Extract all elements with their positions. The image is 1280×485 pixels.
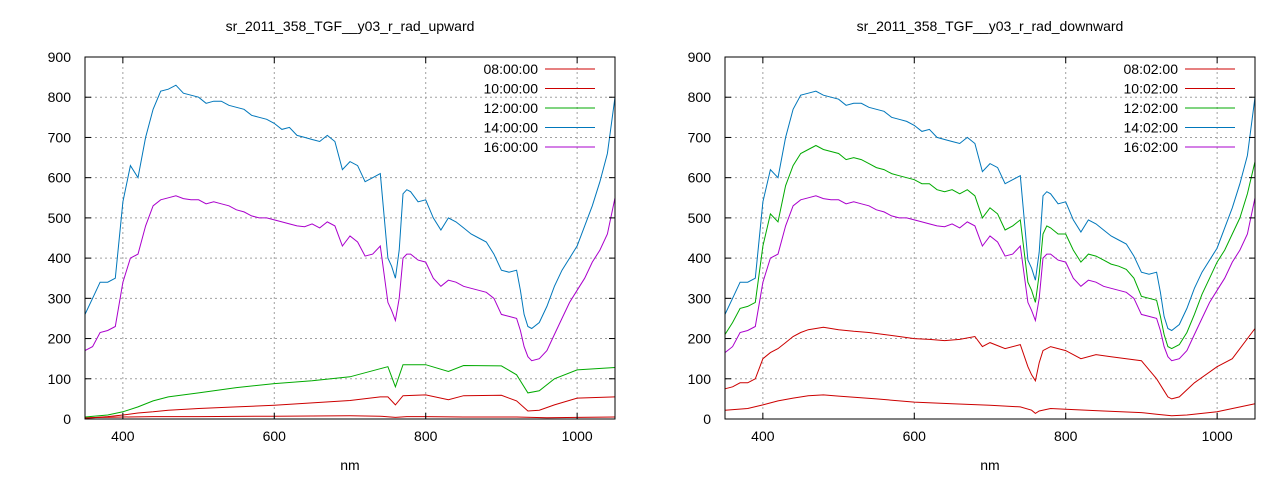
legend-label: 12:00:00 [484,100,539,116]
x-tick-label: 800 [1054,428,1078,444]
y-tick-label: 0 [63,411,71,427]
series-line-0 [84,415,616,419]
chart-title: sr_2011_358_TGF__y03_r_rad_upward [226,18,475,34]
chart-0: 400 600 800 1000 0 100 200 300 400 500 600 700 800 90… [48,18,616,473]
x-tick-label: 1000 [562,428,593,444]
series-line-3 [724,90,1256,332]
legend-label: 08:02:00 [1124,61,1179,77]
chart-title: sr_2011_358_TGF__y03_r_rad_downward [857,18,1124,34]
legend-label: 10:02:00 [1124,81,1179,97]
y-tick-label: 600 [688,170,712,186]
series-line-1 [724,326,1256,400]
y-tick-label: 900 [688,49,712,65]
x-tick-label: 600 [903,428,927,444]
series-line-0 [724,394,1256,417]
y-tick-label: 800 [688,89,712,105]
y-tick-label: 700 [688,129,712,145]
y-tick-label: 500 [48,210,72,226]
y-tick-label: 200 [688,331,712,347]
y-tick-label: 100 [48,371,72,387]
y-tick-label: 400 [48,250,72,266]
legend-label: 12:02:00 [1124,100,1179,116]
series-line-4 [84,195,616,362]
y-tick-label: 200 [48,331,72,347]
x-tick-label: 1000 [1202,428,1233,444]
plot-frame [84,56,616,420]
x-tick-label: 400 [751,428,775,444]
series-line-2 [84,364,616,418]
series-line-2 [724,144,1256,350]
y-tick-label: 900 [48,49,72,65]
y-tick-label: 300 [688,290,712,306]
legend-label: 14:02:00 [1124,120,1179,136]
x-axis-label: nm [980,457,999,473]
series-line-3 [84,84,616,330]
y-tick-label: 700 [48,129,72,145]
legend-label: 08:00:00 [484,61,539,77]
series-line-1 [84,394,616,419]
legend-label: 16:00:00 [484,139,539,155]
x-axis-label: nm [340,457,359,473]
y-tick-label: 100 [688,371,712,387]
x-tick-label: 600 [263,428,287,444]
y-tick-label: 300 [48,290,72,306]
legend-label: 14:00:00 [484,120,539,136]
plot-frame [724,56,1256,420]
y-tick-label: 0 [703,411,711,427]
x-tick-label: 400 [111,428,135,444]
series-line-4 [724,195,1256,362]
chart-1: 400 600 800 1000 0 100 200 300 400 500 600 700 800 90… [688,18,1256,473]
y-tick-label: 800 [48,89,72,105]
legend-label: 10:00:00 [484,81,539,97]
y-tick-label: 400 [688,250,712,266]
x-tick-label: 800 [414,428,438,444]
y-tick-label: 600 [48,170,72,186]
legend-label: 16:02:00 [1124,139,1179,155]
y-tick-label: 500 [688,210,712,226]
